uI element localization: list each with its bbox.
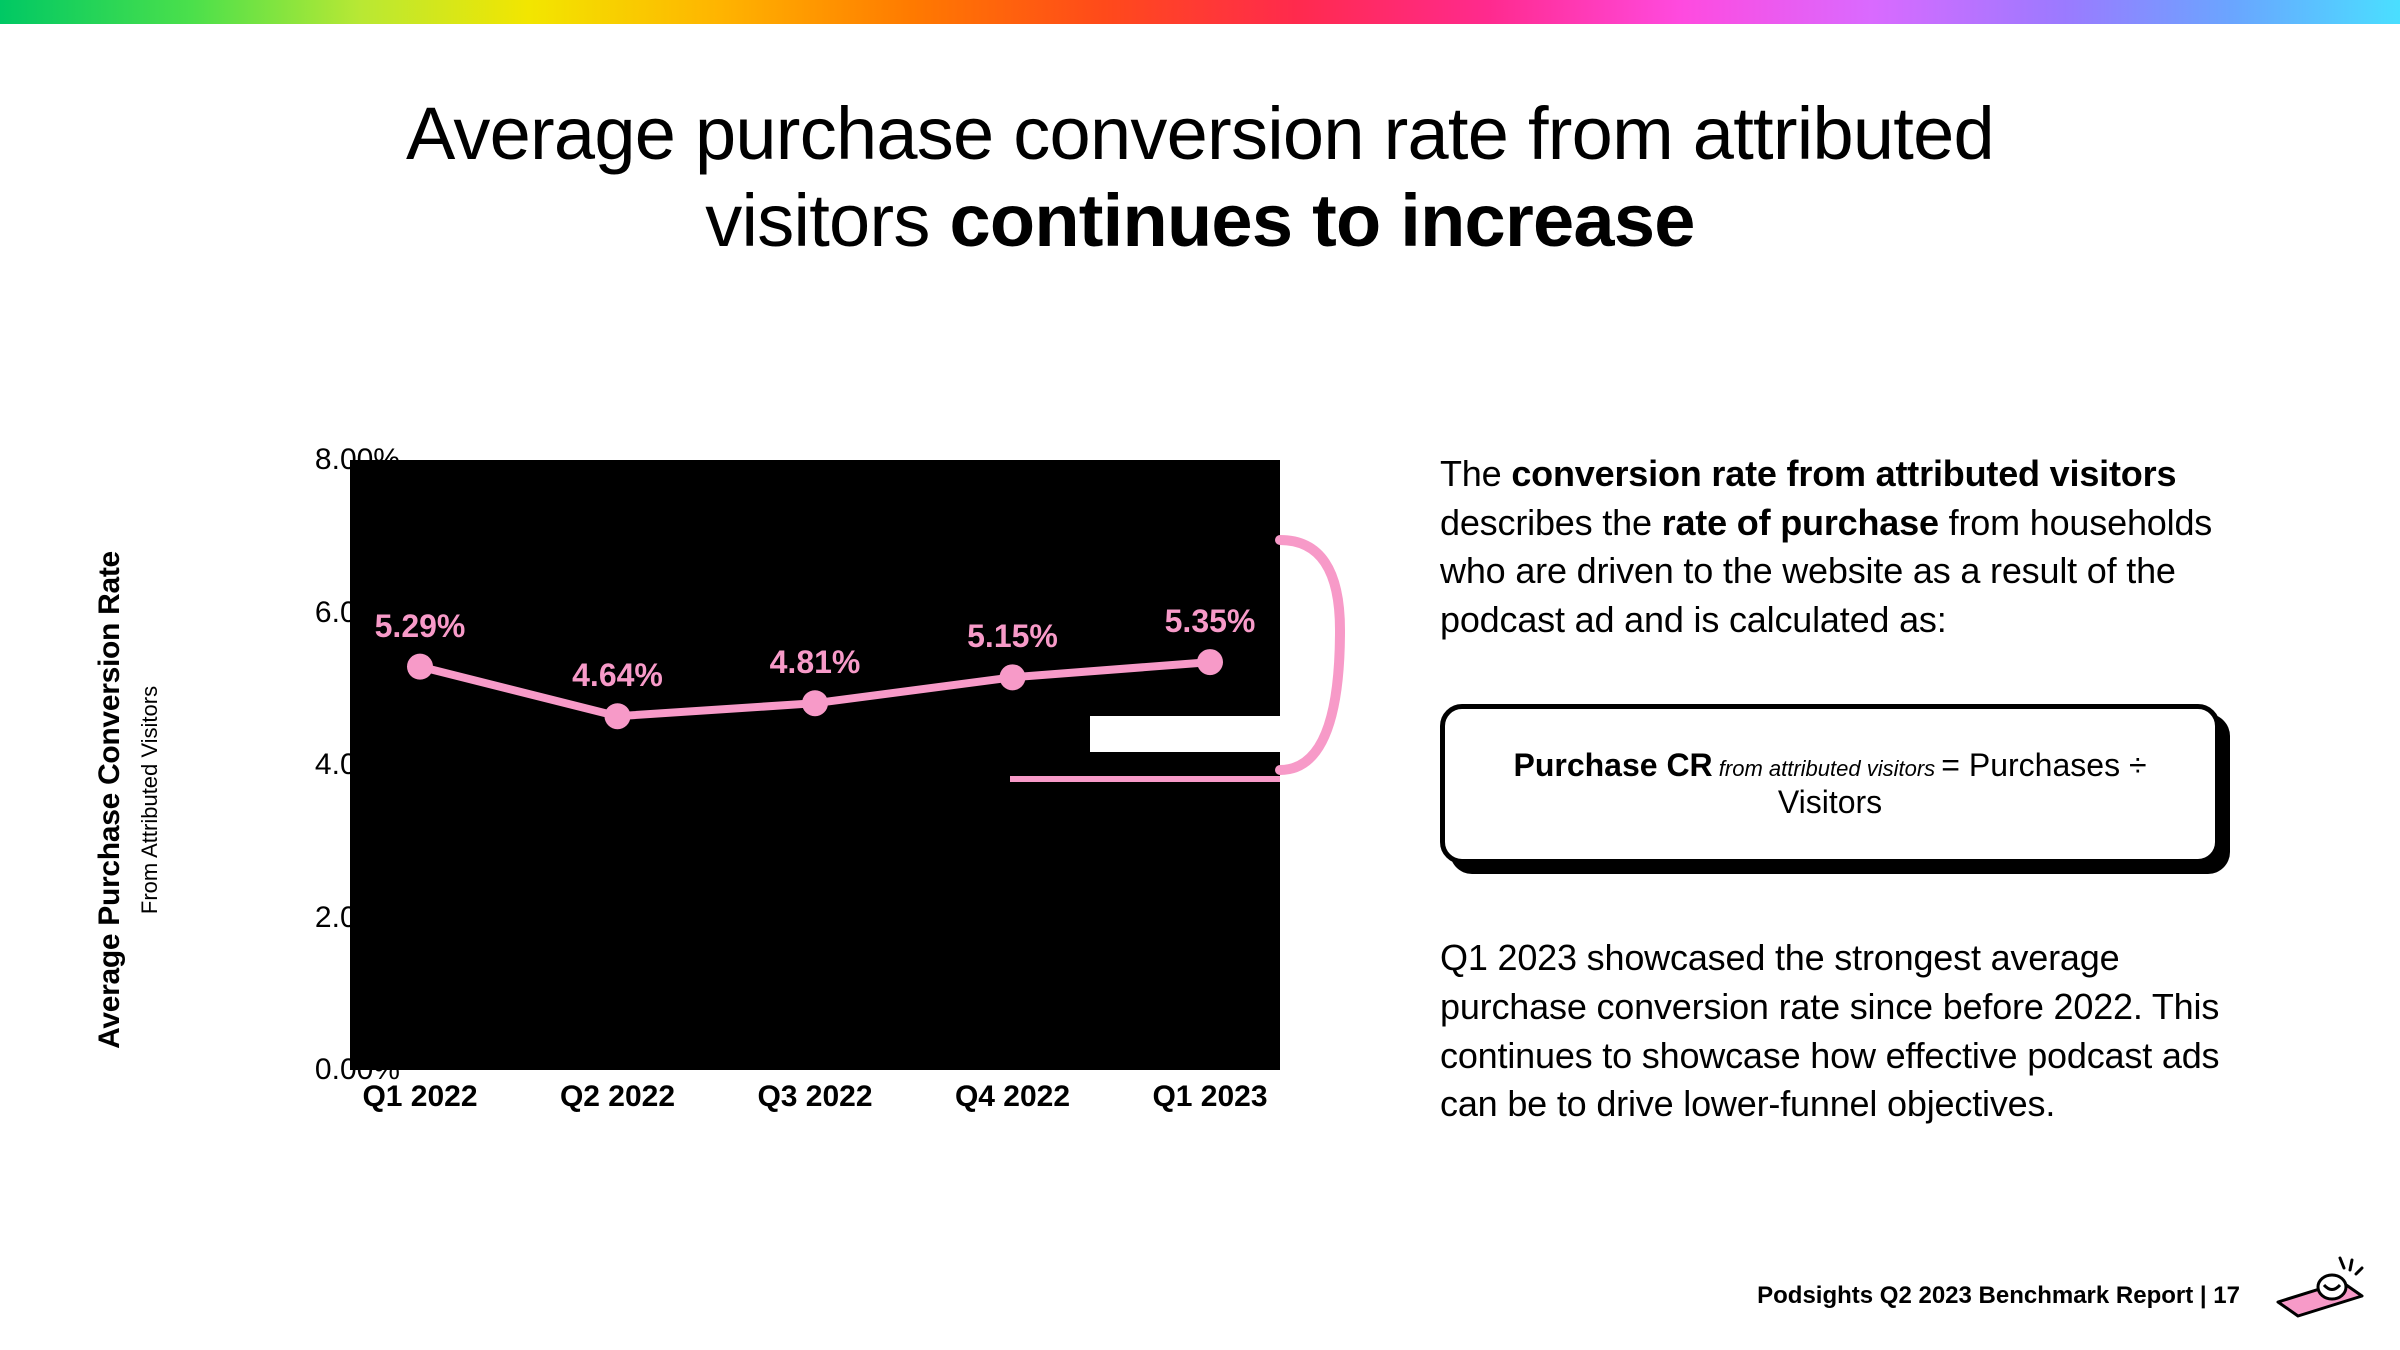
p1-bold-1: conversion rate from attributed visitors (1511, 453, 2176, 494)
rainbow-top-bar (0, 0, 2400, 24)
data-point-label: 5.35% (1165, 603, 1256, 640)
formula-content: Purchase CR from attributed visitors = P… (1440, 704, 2220, 864)
data-point-label: 4.64% (572, 657, 663, 694)
p1-text-2: describes the (1440, 502, 1662, 543)
p1-bold-2: rate of purchase (1662, 502, 1939, 543)
formula-bold: Purchase CR (1513, 747, 1712, 783)
logo-icon (2270, 1252, 2370, 1322)
page-title: Average purchase conversion rate from at… (300, 90, 2100, 265)
y-axis-subtitle: From Attributed Visitors (137, 686, 163, 914)
chart-marker (1000, 664, 1026, 690)
paragraph-1: The conversion rate from attributed visi… (1440, 450, 2220, 644)
paragraph-2: Q1 2023 showcased the strongest average … (1440, 934, 2220, 1128)
x-tick-label: Q4 2022 (955, 1080, 1070, 1114)
description-column: The conversion rate from attributed visi… (1440, 450, 2220, 1129)
p1-text: The (1440, 453, 1511, 494)
formula-box: Purchase CR from attributed visitors = P… (1440, 704, 2220, 864)
chart-callout-underline (1010, 776, 1280, 782)
data-point-label: 5.29% (375, 608, 466, 645)
formula-italic: from attributed visitors (1713, 756, 1942, 781)
x-tick-label: Q3 2022 (757, 1080, 872, 1114)
y-tick-label: 4.00% (260, 748, 400, 782)
title-bold: continues to increase (949, 179, 1694, 262)
conversion-rate-chart: Average Purchase Conversion Rate From At… (120, 450, 1340, 1150)
x-tick-label: Q1 2023 (1152, 1080, 1267, 1114)
chart-callout-highlight (1090, 716, 1280, 752)
footer-text: Podsights Q2 2023 Benchmark Report | 17 (1757, 1282, 2240, 1310)
y-tick-label: 2.00% (260, 901, 400, 935)
chart-marker (605, 703, 631, 729)
chart-marker (802, 690, 828, 716)
chart-marker (1197, 649, 1223, 675)
x-tick-label: Q1 2022 (362, 1080, 477, 1114)
data-point-label: 5.15% (967, 618, 1058, 655)
x-tick-label: Q2 2022 (560, 1080, 675, 1114)
y-axis-title: Average Purchase Conversion Rate (93, 551, 127, 1049)
chart-marker (407, 654, 433, 680)
chart-plot-area (350, 460, 1280, 1070)
y-tick-label: 8.00% (260, 443, 400, 477)
data-point-label: 4.81% (770, 644, 861, 681)
chart-svg (350, 460, 1280, 1070)
